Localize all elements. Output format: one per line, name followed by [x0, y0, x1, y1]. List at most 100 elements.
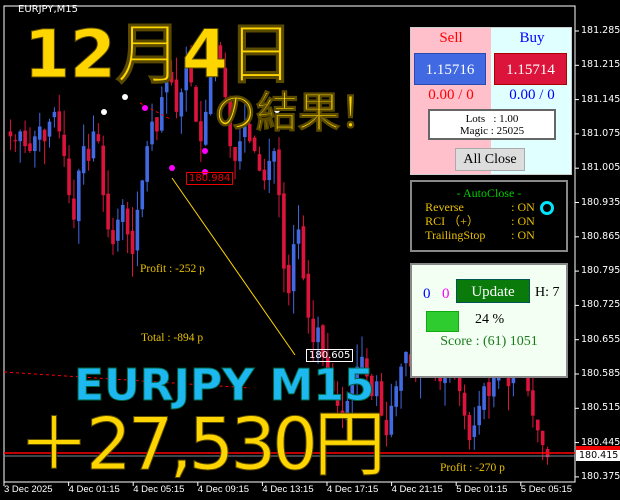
- candle-body: [243, 121, 247, 138]
- candle-body: [96, 134, 101, 142]
- trade-arrow-icon: [101, 109, 107, 115]
- total-label: Total : -894 p: [141, 332, 204, 344]
- autoclose-title: - AutoClose -: [456, 186, 522, 200]
- trade-arrow-icon: [122, 94, 128, 100]
- update-button[interactable]: Update: [456, 279, 530, 303]
- candle-body: [365, 358, 369, 377]
- x-tick-label: 5 Dec 05:15: [520, 484, 573, 495]
- candle-body: [164, 72, 169, 93]
- y-tick-label: 180.935: [581, 196, 620, 208]
- autoclose-row: TrailingStop: ON: [394, 228, 566, 242]
- trade-panel: Sell Buy 1.15716 1.15714 0.00 / 0 0.00 /…: [410, 27, 572, 175]
- candle-body: [145, 146, 149, 182]
- candle-body: [199, 121, 203, 142]
- y-tick-label: 180.725: [581, 299, 620, 311]
- candle-body: [326, 357, 330, 377]
- candle-body: [291, 244, 296, 292]
- candle-body: [228, 98, 232, 147]
- y-tick-label: 180.655: [581, 333, 620, 345]
- sell-position: 0.00 / 0: [428, 87, 474, 103]
- x-tick-label: 4 Dec 21:15: [391, 484, 443, 495]
- candle-body: [462, 392, 467, 416]
- y-tick-label: 180.585: [581, 368, 620, 379]
- candle-body: [179, 92, 184, 117]
- all-close-button[interactable]: All Close: [455, 148, 525, 171]
- candle-body: [169, 71, 174, 83]
- autoclose-row: RCI （+）: ON: [394, 214, 566, 228]
- count-magenta: 0: [442, 286, 450, 302]
- overlay-result: の結果！: [213, 88, 383, 137]
- buy-label: Buy: [519, 30, 545, 46]
- candle-body: [18, 131, 23, 142]
- candle-body: [223, 67, 228, 98]
- candle-body: [86, 148, 91, 161]
- candle-body: [101, 145, 106, 196]
- candle-body: [42, 129, 47, 142]
- candle-body: [150, 121, 154, 145]
- autoclose-value: : ON: [511, 228, 535, 242]
- candle-body: [120, 204, 125, 222]
- candle-body: [37, 126, 42, 140]
- candle-body: [67, 158, 71, 196]
- progress-percent: 24 %: [475, 312, 505, 327]
- autoclose-row: Reverse: ON: [394, 200, 566, 214]
- buy-button[interactable]: 1.15714: [494, 53, 567, 85]
- candle-body: [277, 149, 281, 196]
- candle-body: [252, 137, 257, 152]
- y-tick-label: 180.865: [581, 230, 620, 242]
- candle-body: [531, 390, 535, 416]
- candle-body: [52, 111, 57, 118]
- candle-body: [233, 146, 237, 161]
- candle-body: [272, 151, 276, 162]
- lots-value: Lots : 1.00: [465, 113, 519, 125]
- candle-body: [394, 386, 398, 407]
- candle-body: [384, 419, 389, 436]
- candle-body: [13, 140, 18, 142]
- y-tick-label: 180.515: [581, 402, 620, 414]
- score-panel: 0 0 Update H: 7 24 % Score : (61) 1051: [410, 263, 568, 378]
- candle-body: [374, 381, 379, 397]
- trade-arrow-icon: [202, 148, 208, 154]
- candle-body: [404, 351, 408, 364]
- candle-body: [213, 48, 218, 75]
- candle-body: [321, 325, 325, 357]
- candle-body: [355, 366, 359, 384]
- chart-title: EURJPY,M15: [18, 4, 78, 15]
- x-tick-label: 3 Dec 2025: [4, 484, 53, 495]
- candle-body: [262, 169, 267, 181]
- autoclose-value: : ON: [511, 200, 535, 214]
- y-tick-label: 180.795: [581, 265, 620, 277]
- status-indicator-icon: [540, 201, 554, 215]
- candle-body: [238, 141, 242, 162]
- candle-body: [189, 65, 193, 83]
- exit-price-tag: 180.605: [306, 349, 354, 362]
- candle-body: [335, 394, 340, 406]
- h-value: H: 7: [535, 285, 560, 300]
- candle-body: [296, 229, 301, 244]
- candle-body: [282, 193, 286, 269]
- y-tick-label: 181.075: [581, 127, 620, 139]
- candle-body: [194, 86, 198, 122]
- y-tick-label: 181.215: [581, 59, 620, 71]
- candle-body: [379, 381, 384, 416]
- buy-position: 0.00 / 0: [509, 87, 555, 103]
- candle-body: [472, 425, 477, 437]
- y-tick-label: 181.285: [581, 25, 620, 36]
- candle-body: [330, 379, 335, 392]
- candle-body: [457, 374, 462, 392]
- candle-body: [47, 121, 52, 137]
- candle-body: [487, 382, 491, 397]
- candle-body: [369, 375, 374, 397]
- candle-body: [203, 111, 208, 145]
- overlay-date: 12月4日: [24, 16, 295, 93]
- profit-label: Profit : -252 p: [140, 263, 205, 275]
- candle-body: [526, 366, 530, 392]
- y-tick-label: 181.145: [581, 93, 620, 105]
- candle-body: [57, 111, 62, 132]
- candle-body: [247, 123, 252, 142]
- profit-label-2: Profit : -270 p: [440, 462, 505, 474]
- sell-button[interactable]: 1.15716: [414, 53, 486, 85]
- bid-price-marker: [576, 446, 620, 450]
- candle-body: [482, 386, 486, 410]
- candle-body: [286, 264, 291, 294]
